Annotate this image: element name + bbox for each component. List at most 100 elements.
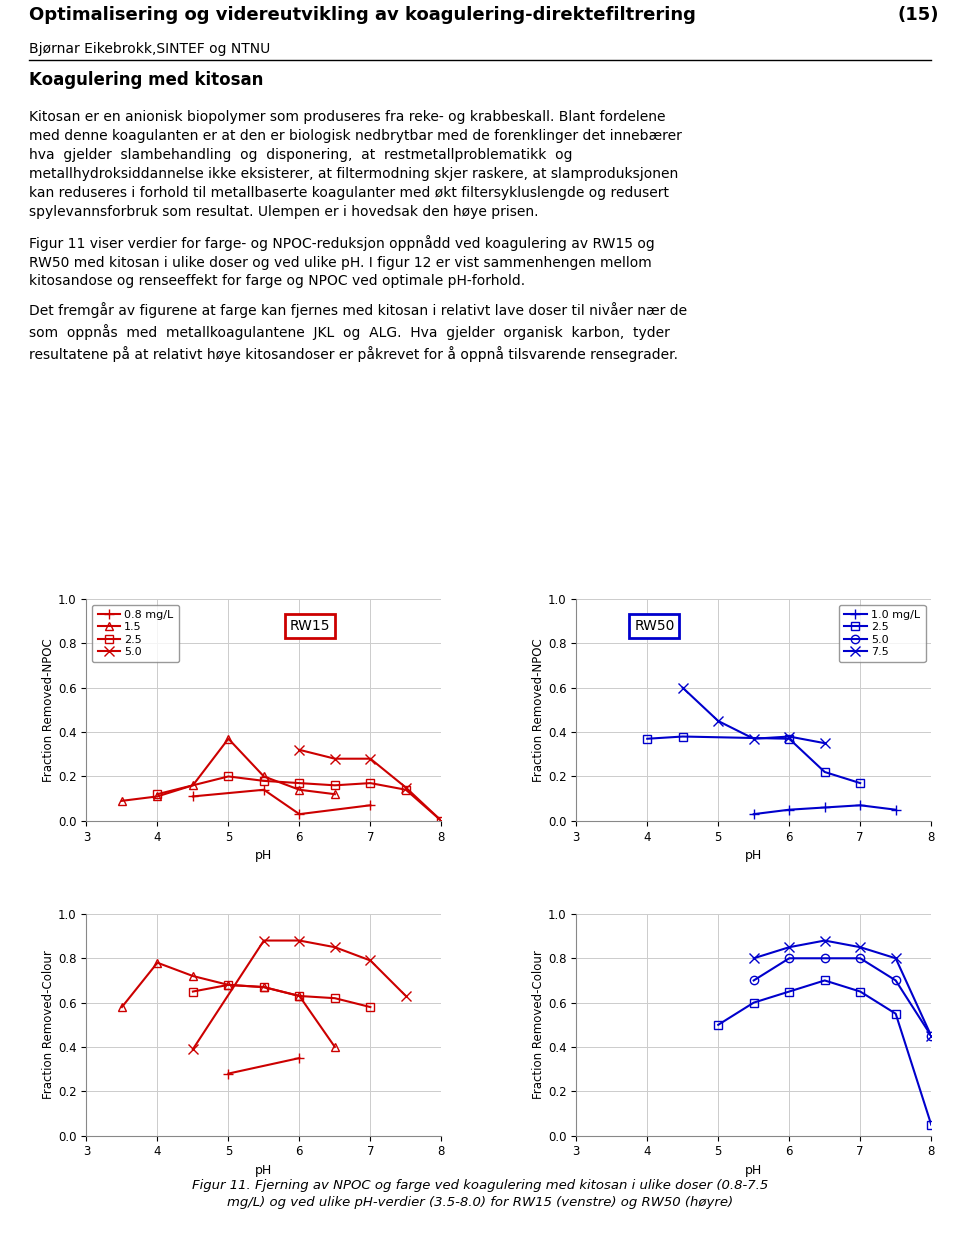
5.0 [890,973,901,988]
1.5 [329,1040,341,1055]
1.5 [294,782,305,797]
2.5 [854,985,866,1000]
Legend: 0.8 mg/L, 1.5, 2.5, 5.0: 0.8 mg/L, 1.5, 2.5, 5.0 [92,604,179,663]
Text: Koagulering med kitosan: Koagulering med kitosan [29,71,263,89]
5.0 [294,934,305,948]
7.5 [677,680,688,695]
Line: 2.5: 2.5 [714,976,935,1128]
2.5 [365,775,376,790]
1.0 mg/L [890,802,901,817]
2.5 [258,774,270,789]
1.0 mg/L [783,802,795,817]
5.0 [365,751,376,766]
7.5 [712,714,724,729]
X-axis label: pH: pH [255,1164,273,1177]
2.5 [819,973,830,988]
2.5 [400,782,412,797]
5.0 [294,743,305,758]
5.0 [258,934,270,948]
7.5 [748,731,759,746]
Y-axis label: Fraction Removed-Colour: Fraction Removed-Colour [42,951,56,1099]
0.8 mg/L [223,1066,234,1081]
7.5 [783,729,795,744]
5.0 [783,951,795,966]
2.5 [187,985,199,1000]
Text: (15): (15) [898,6,939,24]
2.5 [223,977,234,992]
7.5 [854,940,866,955]
2.5 [152,786,163,801]
Line: 7.5: 7.5 [749,936,936,1041]
1.5 [152,789,163,804]
Y-axis label: Fraction Removed-Colour: Fraction Removed-Colour [532,951,545,1099]
Line: 2.5: 2.5 [154,773,445,825]
5.0 [329,751,341,766]
2.5 [365,1000,376,1015]
7.5 [819,735,830,750]
2.5 [294,988,305,1003]
Text: Figur 11. Fjerning av NPOC og farge ved koagulering med kitosan i ulike doser (0: Figur 11. Fjerning av NPOC og farge ved … [192,1179,768,1209]
Line: 1.0 mg/L: 1.0 mg/L [749,800,900,819]
Line: 5.0: 5.0 [188,936,411,1055]
1.0 mg/L [854,797,866,812]
5.0 [187,1042,199,1057]
5.0 [854,951,866,966]
0.8 mg/L [365,797,376,812]
X-axis label: pH: pH [745,849,762,862]
0.8 mg/L [294,806,305,821]
2.5 [819,765,830,780]
Text: RW15: RW15 [290,619,330,633]
2.5 [854,775,866,790]
1.5 [116,794,128,809]
1.5 [258,769,270,784]
Text: RW50: RW50 [635,619,675,633]
1.5 [187,778,199,792]
2.5 [436,814,447,829]
5.0 [400,988,412,1003]
1.5 [116,1000,128,1015]
5.0 [819,951,830,966]
2.5 [783,731,795,746]
1.5 [223,977,234,992]
Text: Bjørnar Eikebrokk,SINTEF og NTNU: Bjørnar Eikebrokk,SINTEF og NTNU [29,42,270,56]
Line: 5.0: 5.0 [295,745,446,826]
1.0 mg/L [748,806,759,821]
2.5 [925,1117,937,1132]
Line: 1.5: 1.5 [118,958,339,1051]
1.0 mg/L [819,800,830,815]
1.5 [258,980,270,995]
Text: Kitosan er en anionisk biopolymer som produseres fra reke- og krabbeskall. Blant: Kitosan er en anionisk biopolymer som pr… [29,110,682,218]
7.5 [783,940,795,955]
5.0 [925,1028,937,1043]
Line: 1.5: 1.5 [118,735,339,805]
2.5 [890,1006,901,1021]
5.0 [748,973,759,988]
Y-axis label: Fraction Removed-NPOC: Fraction Removed-NPOC [42,638,56,781]
2.5 [258,980,270,995]
0.8 mg/L [258,782,270,797]
1.5 [152,955,163,970]
Line: 0.8 mg/L: 0.8 mg/L [188,785,375,819]
7.5 [925,1028,937,1043]
2.5 [641,731,653,746]
Text: Figur 11 viser verdier for farge- og NPOC-reduksjon oppnådd ved koagulering av R: Figur 11 viser verdier for farge- og NPO… [29,235,655,288]
X-axis label: pH: pH [745,1164,762,1177]
5.0 [400,780,412,795]
2.5 [677,729,688,744]
2.5 [748,995,759,1010]
Line: 2.5: 2.5 [189,981,374,1011]
1.5 [223,731,234,746]
Line: 0.8 mg/L: 0.8 mg/L [224,1053,304,1078]
5.0 [329,940,341,955]
0.8 mg/L [187,789,199,804]
1.5 [329,786,341,801]
5.0 [436,814,447,829]
5.0 [365,953,376,968]
Line: 2.5: 2.5 [643,733,864,787]
7.5 [819,934,830,948]
7.5 [890,951,901,966]
Text: Optimalisering og videreutvikling av koagulering-direktefiltrering: Optimalisering og videreutvikling av koa… [29,6,696,24]
1.5 [294,988,305,1003]
1.5 [187,968,199,983]
2.5 [329,778,341,792]
